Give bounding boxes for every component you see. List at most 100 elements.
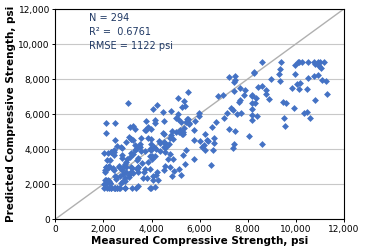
Point <box>211 141 217 145</box>
Point <box>148 142 154 146</box>
Point <box>120 179 126 183</box>
X-axis label: Measured Compressive Strength, psi: Measured Compressive Strength, psi <box>91 236 308 246</box>
Point <box>175 117 181 121</box>
Point <box>192 119 198 123</box>
Point <box>150 107 156 111</box>
Point <box>147 154 153 158</box>
Point <box>251 70 257 74</box>
Point <box>249 113 255 117</box>
Point <box>112 174 118 178</box>
Point <box>305 76 311 80</box>
Point <box>246 134 252 138</box>
Point <box>130 166 135 170</box>
Point <box>226 127 232 131</box>
Point <box>119 156 125 160</box>
Point <box>263 92 269 96</box>
Point <box>277 79 283 83</box>
Point <box>259 142 265 146</box>
Point <box>176 167 182 171</box>
Point <box>126 175 132 179</box>
Point <box>104 158 110 162</box>
Point <box>221 116 227 120</box>
Point <box>137 145 143 149</box>
Point <box>173 116 179 120</box>
Point <box>153 173 159 177</box>
Point <box>103 165 109 169</box>
Text: N = 294
R² =  0.6761
RMSE = 1122 psi: N = 294 R² = 0.6761 RMSE = 1122 psi <box>89 13 173 51</box>
Point <box>112 185 118 190</box>
Point <box>111 148 117 152</box>
Point <box>307 116 313 120</box>
Point <box>237 86 243 90</box>
Point <box>154 170 160 174</box>
Point <box>152 185 158 189</box>
Point <box>122 176 128 180</box>
Point <box>213 119 219 123</box>
Point <box>209 125 215 130</box>
Point <box>131 152 137 156</box>
Point <box>135 165 141 169</box>
Point <box>132 143 138 147</box>
Point <box>238 111 244 115</box>
Point <box>137 142 143 146</box>
Point <box>118 174 123 178</box>
Point <box>296 59 301 64</box>
Point <box>292 63 298 67</box>
Point <box>253 96 259 100</box>
Point <box>295 59 301 64</box>
Point <box>249 118 255 122</box>
Point <box>155 178 161 182</box>
Point <box>116 185 122 190</box>
Point <box>106 179 112 183</box>
Point <box>102 182 108 186</box>
Point <box>126 135 132 139</box>
Point <box>182 162 188 166</box>
Point <box>135 165 141 169</box>
Point <box>112 168 118 172</box>
Point <box>163 145 169 149</box>
Point <box>268 77 274 81</box>
Point <box>182 104 188 108</box>
Point <box>315 60 321 64</box>
Point <box>170 157 176 161</box>
Point <box>236 101 242 105</box>
Point <box>135 170 141 174</box>
Point <box>161 118 167 122</box>
Point <box>179 132 185 136</box>
Point <box>114 175 119 179</box>
Point <box>149 156 154 161</box>
Point <box>321 59 327 64</box>
Point <box>201 143 207 147</box>
Point <box>148 148 154 152</box>
Point <box>162 141 168 145</box>
Point <box>292 72 297 76</box>
Point <box>126 173 132 177</box>
Point <box>149 154 155 158</box>
Point <box>105 178 111 182</box>
Point <box>103 121 109 125</box>
Point <box>128 137 134 141</box>
Point <box>123 140 129 144</box>
Point <box>157 149 163 153</box>
Point <box>230 108 236 112</box>
Point <box>107 158 113 162</box>
Point <box>180 132 185 136</box>
Point <box>176 97 181 101</box>
Point <box>154 103 160 107</box>
Point <box>297 81 303 85</box>
Point <box>317 59 323 64</box>
Point <box>211 136 217 140</box>
Point <box>180 105 185 109</box>
Y-axis label: Predicted Compressive Strength, psi: Predicted Compressive Strength, psi <box>5 6 16 222</box>
Point <box>232 74 238 78</box>
Point <box>277 67 283 71</box>
Point <box>169 129 175 133</box>
Point <box>278 59 284 64</box>
Point <box>178 120 184 124</box>
Point <box>231 142 237 146</box>
Point <box>150 178 156 182</box>
Point <box>186 121 192 125</box>
Point <box>108 185 114 190</box>
Point <box>160 131 166 135</box>
Point <box>215 94 221 98</box>
